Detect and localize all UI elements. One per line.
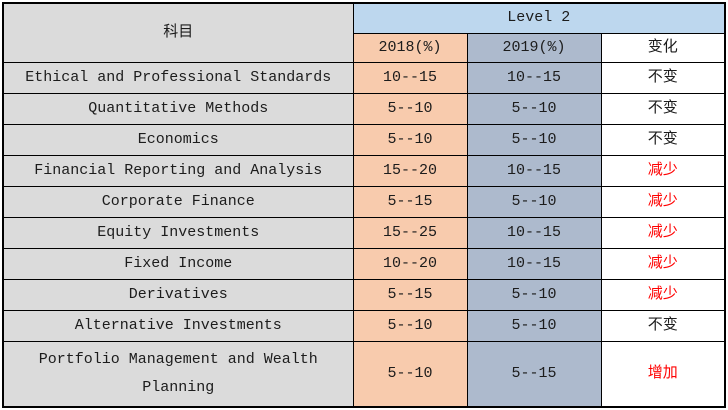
table-row: Financial Reporting and Analysis 15--20 … [2, 154, 726, 187]
level2-group-header: Level 2 [352, 2, 726, 34]
table-row: Quantitative Methods 5--10 5--10 不变 [2, 92, 726, 125]
table-row: Derivatives 5--15 5--10 减少 [2, 278, 726, 311]
table-row: Economics 5--10 5--10 不变 [2, 123, 726, 156]
weight-2018-cell: 5--10 [352, 123, 468, 156]
weight-2018-cell: 5--15 [352, 278, 468, 311]
weight-2019-cell: 5--10 [466, 185, 602, 218]
subject-cell: Corporate Finance [2, 185, 354, 218]
subject-cell: Derivatives [2, 278, 354, 311]
weight-2019-cell: 5--10 [466, 309, 602, 342]
subject-cell: Quantitative Methods [2, 92, 354, 125]
change-cell: 减少 [600, 278, 726, 311]
table-row: Equity Investments 15--25 10--15 减少 [2, 216, 726, 249]
change-cell: 减少 [600, 216, 726, 249]
change-cell: 减少 [600, 247, 726, 280]
year-2018-column-header: 2018(%) [352, 32, 468, 63]
weight-2018-cell: 15--25 [352, 216, 468, 249]
weight-2018-cell: 10--20 [352, 247, 468, 280]
weight-2019-cell: 10--15 [466, 61, 602, 94]
subject-cell: Ethical and Professional Standards [2, 61, 354, 94]
change-cell: 不变 [600, 61, 726, 94]
table-row: Fixed Income 10--20 10--15 减少 [2, 247, 726, 280]
weight-2018-cell: 5--10 [352, 92, 468, 125]
weight-2019-cell: 10--15 [466, 154, 602, 187]
year-2019-column-header: 2019(%) [466, 32, 602, 63]
change-cell: 不变 [600, 309, 726, 342]
weight-2018-cell: 10--15 [352, 61, 468, 94]
change-cell: 减少 [600, 154, 726, 187]
subject-cell: Fixed Income [2, 247, 354, 280]
table-body: Ethical and Professional Standards 10--1… [2, 61, 726, 408]
weight-2019-cell: 5--10 [466, 123, 602, 156]
weight-2019-cell: 5--15 [466, 340, 602, 408]
table-row: Ethical and Professional Standards 10--1… [2, 61, 726, 94]
subject-cell: Financial Reporting and Analysis [2, 154, 354, 187]
table-row: Alternative Investments 5--10 5--10 不变 [2, 309, 726, 342]
change-column-header: 变化 [600, 32, 726, 63]
weight-2019-cell: 10--15 [466, 216, 602, 249]
subject-column-header: 科目 [2, 2, 354, 63]
weight-2018-cell: 15--20 [352, 154, 468, 187]
subject-cell: Economics [2, 123, 354, 156]
change-cell: 不变 [600, 123, 726, 156]
weight-2019-cell: 5--10 [466, 92, 602, 125]
table-row: Portfolio Management and Wealth Planning… [2, 340, 726, 408]
subject-cell: Portfolio Management and Wealth Planning [2, 340, 354, 408]
weight-2018-cell: 5--15 [352, 185, 468, 218]
weight-2019-cell: 10--15 [466, 247, 602, 280]
weight-2019-cell: 5--10 [466, 278, 602, 311]
change-cell: 减少 [600, 185, 726, 218]
change-cell: 不变 [600, 92, 726, 125]
subject-cell: Alternative Investments [2, 309, 354, 342]
weight-2018-cell: 5--10 [352, 340, 468, 408]
table-row: Corporate Finance 5--15 5--10 减少 [2, 185, 726, 218]
weight-2018-cell: 5--10 [352, 309, 468, 342]
subject-cell: Equity Investments [2, 216, 354, 249]
change-cell: 增加 [600, 340, 726, 408]
